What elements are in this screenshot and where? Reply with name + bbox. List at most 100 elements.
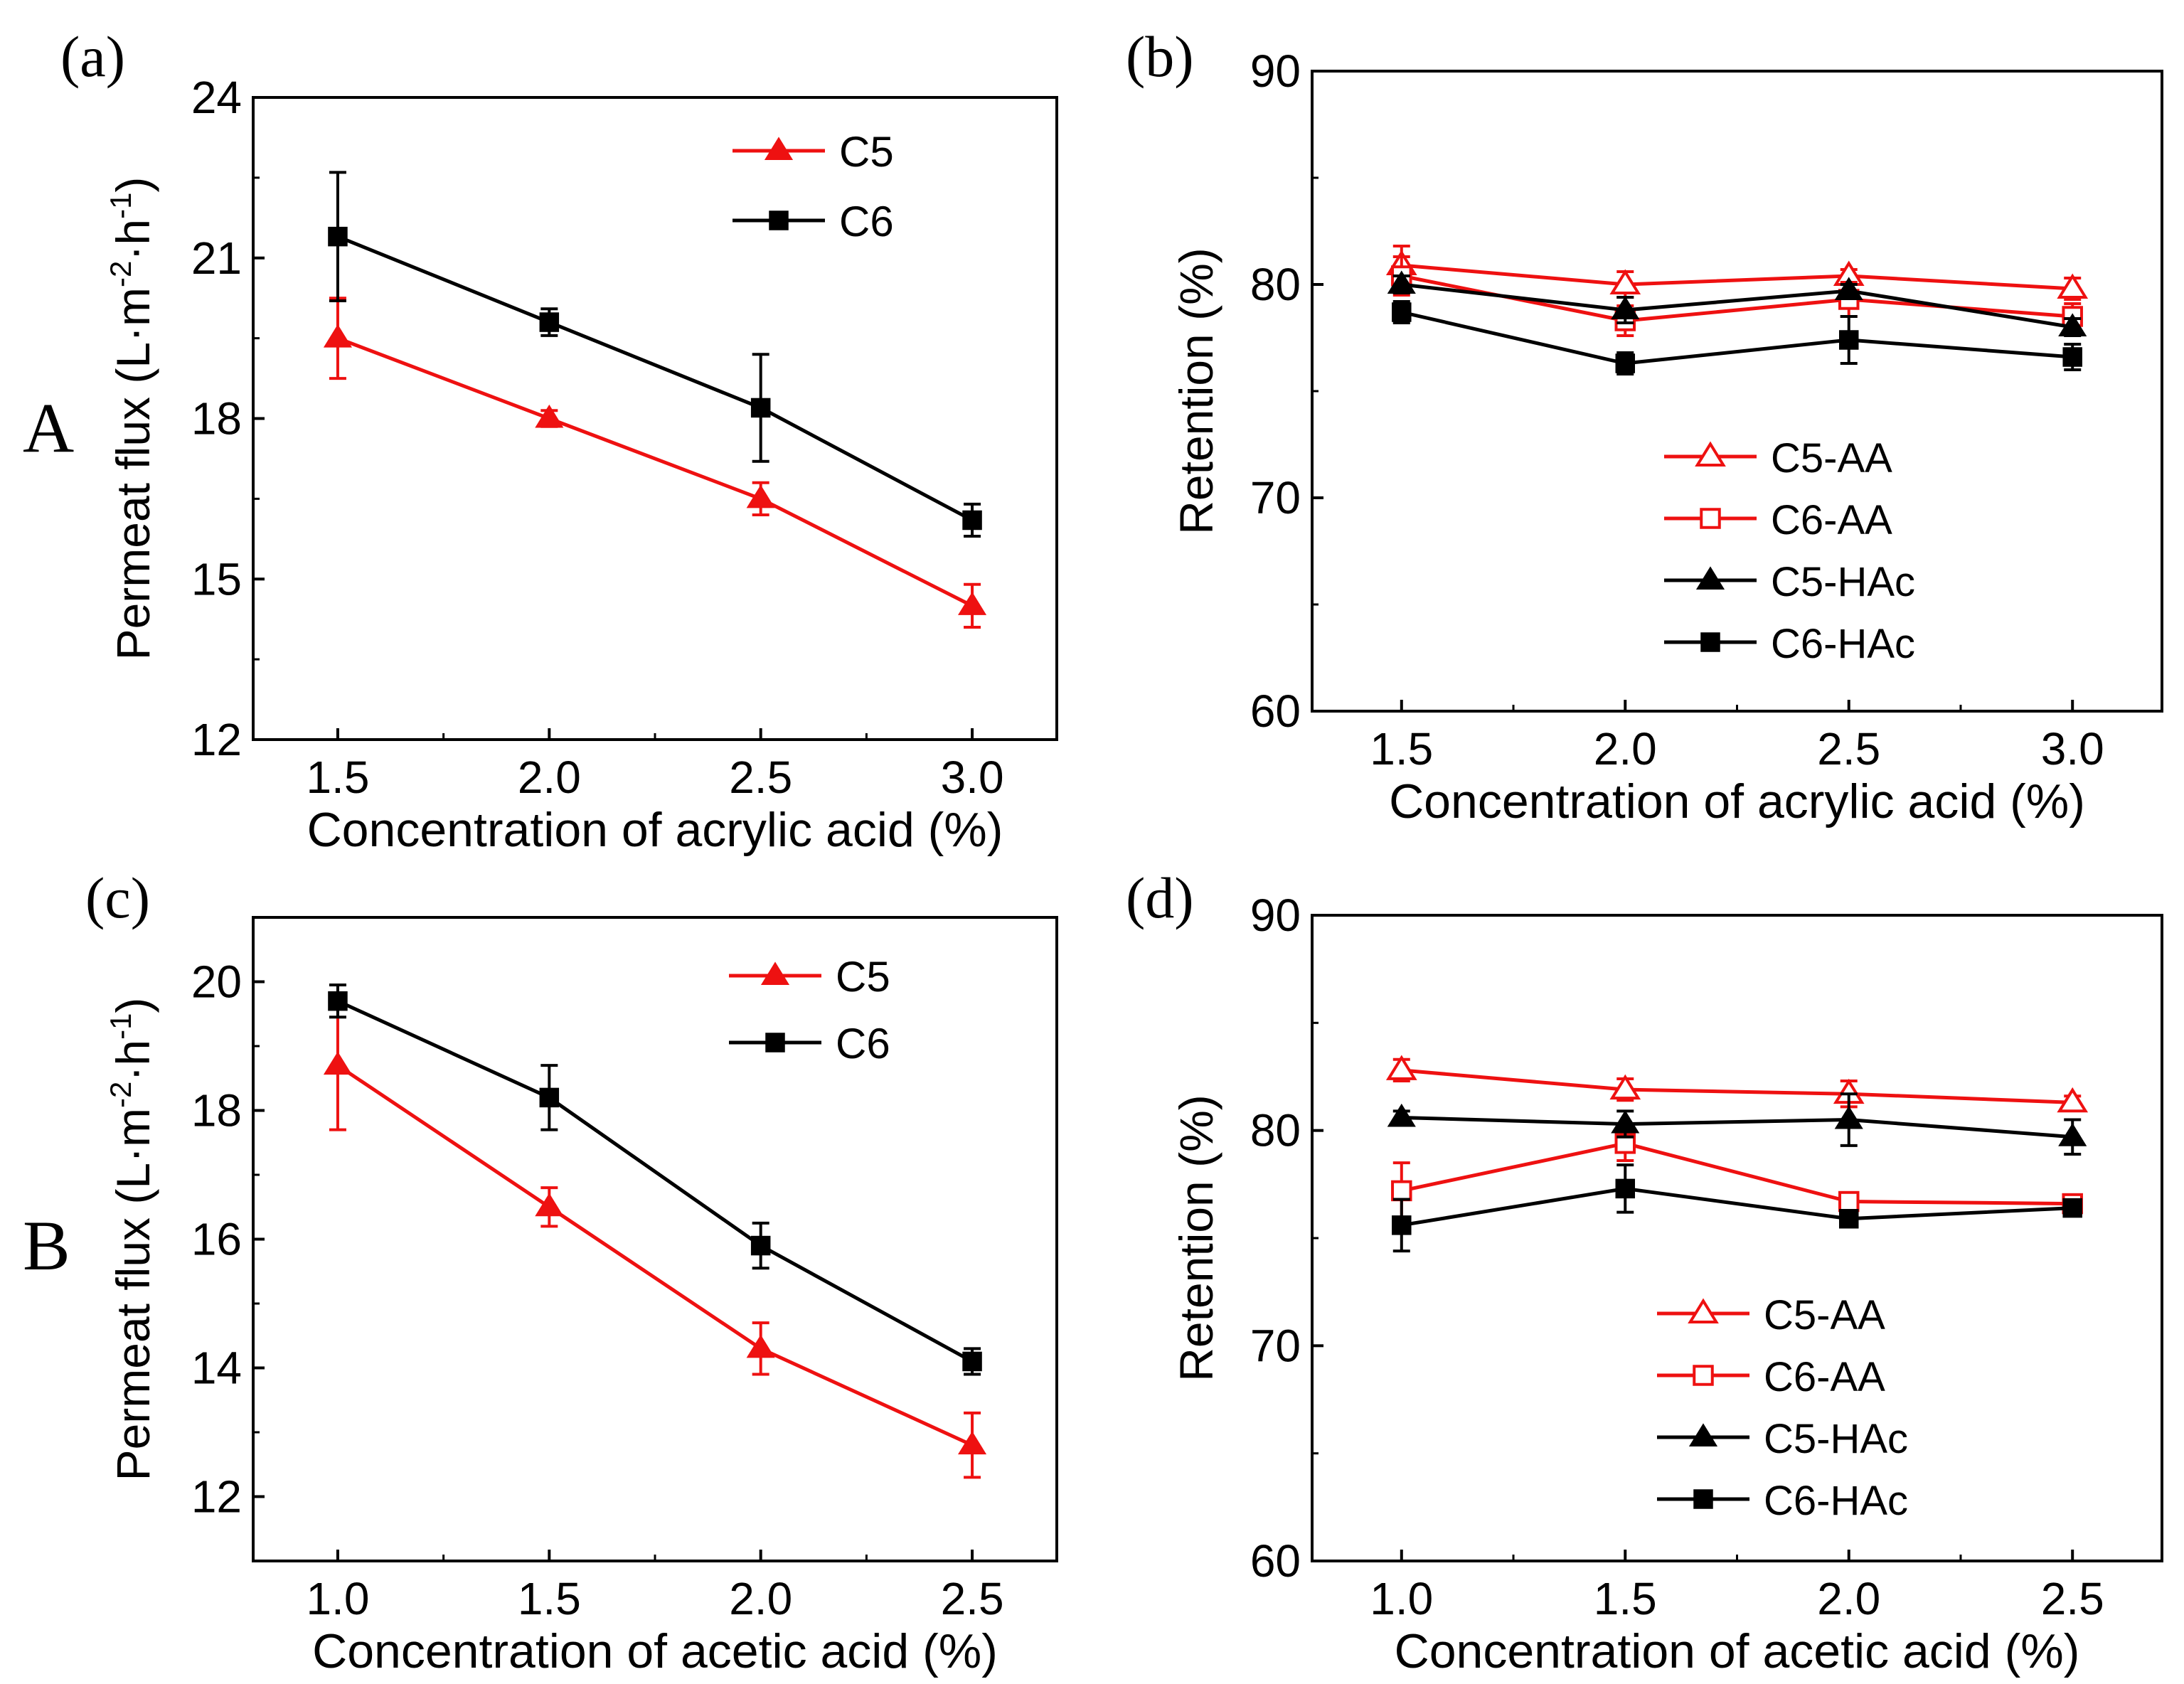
y-tick-label: 16 (191, 1214, 242, 1265)
y-tick-label: 80 (1250, 1105, 1301, 1156)
legend-label-c5-aa: C5-AA (1771, 435, 1892, 481)
y-axis-label-end: ) (107, 998, 159, 1013)
y-tick-label: 90 (1250, 46, 1301, 97)
y-axis-label: Permeat flux (L·m-2·h-1) (104, 177, 159, 661)
legend-marker-c6-hac (1693, 1489, 1713, 1509)
panel-b-chart: (b) 1.5 2.0 2.5 3.0 60 70 80 90 Concentration of … (1126, 24, 2163, 828)
data-point-c5-hac (2058, 1123, 2087, 1146)
panel-d-chart: (d) 1.0 1.5 2.0 2.5 60 70 80 90 Concentration of … (1126, 865, 2163, 1678)
y-tick-label: 90 (1250, 890, 1301, 941)
x-tick-label: 3.0 (941, 752, 1004, 803)
legend-marker-c5-hac (1695, 566, 1725, 590)
x-tick-label: 1.5 (518, 1573, 581, 1624)
plot-frame (252, 916, 1058, 1562)
x-tick-label: 2.5 (2041, 1573, 2104, 1624)
x-axis-label: Concentration of acetic acid (%) (1395, 1624, 2080, 1678)
legend-label-c5: C5 (836, 953, 890, 1001)
y-tick-label: 60 (1250, 686, 1301, 737)
data-point-c5-hac (1387, 270, 1416, 294)
y-axis-label: Retention (%) (1170, 247, 1222, 535)
y-tick-label: 20 (191, 956, 242, 1008)
data-point-c6-hac (1615, 353, 1636, 373)
data-point-c5 (746, 1334, 775, 1358)
row-label-b: B (23, 1206, 70, 1285)
data-point-c6-hac (1838, 1209, 1859, 1229)
x-tick-label: 1.0 (1370, 1573, 1433, 1624)
data-point-c6 (539, 312, 560, 332)
y-tick-label: 14 (191, 1343, 242, 1394)
data-point-c5-aa (2057, 273, 2089, 299)
legend-marker-c6-hac (1700, 632, 1720, 652)
data-point-c5-aa (1385, 1055, 1417, 1080)
data-point-c6-aa (1838, 1190, 1860, 1213)
data-point-c5 (957, 1431, 987, 1455)
y-tick-label: 70 (1250, 1320, 1301, 1371)
legend-marker-c6 (769, 210, 789, 230)
data-point-c6-aa (1391, 1180, 1412, 1202)
y-tick-label: 70 (1250, 472, 1301, 523)
data-point-c6 (750, 398, 771, 418)
legend-label-c5-aa: C5-AA (1764, 1292, 1885, 1338)
series-line-c5-aa (1401, 1068, 2073, 1104)
y-tick-label: 15 (191, 553, 242, 604)
x-tick-label: 3.0 (2041, 723, 2104, 774)
y-axis-label-sup1: -2 (104, 1082, 137, 1108)
series-line-c5-hac (1401, 282, 2073, 329)
data-point-c5-hac (1387, 1103, 1416, 1127)
x-tick-label: 1.0 (306, 1573, 369, 1624)
legend-marker-c6-aa (1693, 1365, 1714, 1386)
series-line-c5 (337, 336, 974, 608)
data-point-c5 (535, 1193, 564, 1217)
y-tick-label: 18 (191, 1085, 242, 1136)
x-axis-label: Concentration of acrylic acid (%) (1389, 774, 2085, 828)
legend-label-c6: C6 (836, 1020, 890, 1067)
series-line-c6 (336, 999, 974, 1363)
x-tick-label: 2.0 (1817, 1573, 1880, 1624)
y-tick-label: 80 (1250, 259, 1301, 310)
legend-marker-c5 (760, 961, 790, 985)
data-point-c6-hac (1838, 330, 1859, 350)
y-tick-label: 21 (191, 233, 242, 284)
data-point-c6-hac (2062, 347, 2082, 367)
series-line-c6-hac (1401, 1186, 2073, 1227)
y-tick-label: 12 (191, 1471, 242, 1523)
series-line-c6 (337, 235, 974, 522)
legend-marker-c6-aa (1700, 508, 1721, 529)
data-point-c5-hac (1834, 1105, 1863, 1129)
row-label-a: A (23, 388, 74, 467)
legend-label-c6-aa: C6-AA (1764, 1354, 1885, 1400)
x-tick-label: 2.0 (729, 1573, 792, 1624)
series-line-c5-aa (1401, 263, 2073, 291)
panel-c-chart: (c) 1.0 1.5 2.0 2.5 12 14 16 18 20 Concentration o… (85, 865, 1058, 1678)
y-axis-label-sup2: -1 (104, 193, 137, 219)
data-point-c6-hac (1615, 1178, 1636, 1199)
y-axis-label-base: Permeat flux (L·m (107, 287, 159, 660)
panel-label-c: (c) (85, 865, 150, 930)
legend-marker-c5-aa (1688, 1298, 1719, 1323)
x-tick-label: 2.5 (1817, 723, 1880, 774)
series-line-c5 (336, 1064, 974, 1447)
data-point-c6-hac (2062, 1198, 2082, 1218)
panel-label-b: (b) (1126, 24, 1194, 89)
data-point-c5-aa (2057, 1087, 2089, 1113)
data-point-c5-hac (1834, 277, 1863, 300)
data-point-c6 (962, 1351, 982, 1372)
y-axis-label-sup2: -1 (104, 1013, 137, 1040)
x-tick-label: 2.0 (1594, 723, 1657, 774)
data-point-c5-hac (1611, 296, 1640, 319)
y-tick-label: 12 (191, 714, 242, 765)
x-axis-label: Concentration of acrylic acid (%) (307, 803, 1003, 857)
data-point-c5 (323, 324, 353, 348)
legend-label-c5: C5 (839, 128, 894, 176)
panel-a-chart: (a) 1.5 2.0 2.5 3.0 12 15 18 21 24 Concentration o… (60, 24, 1058, 857)
plot-frame (1311, 914, 2163, 1562)
x-tick-label: 2.5 (729, 752, 792, 803)
data-point-c6-hac (1392, 302, 1412, 322)
legend-label-c5-hac: C5-HAc (1771, 559, 1915, 605)
panel-label-a: (a) (60, 24, 125, 89)
data-point-c6 (750, 1235, 771, 1256)
legend-marker-c5-hac (1688, 1423, 1718, 1446)
data-point-c6 (539, 1087, 560, 1108)
y-axis-label: Retention (%) (1170, 1094, 1222, 1382)
x-tick-label: 1.5 (1594, 1573, 1657, 1624)
